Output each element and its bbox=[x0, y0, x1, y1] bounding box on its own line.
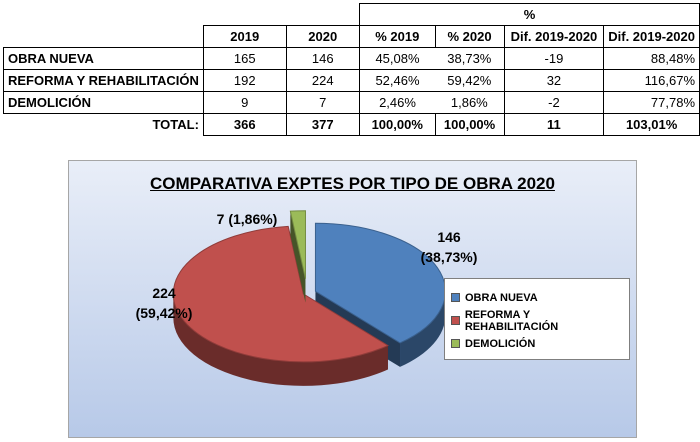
total-cell: 103,01% bbox=[603, 113, 700, 136]
data-label-percent: (1,86%) bbox=[228, 211, 278, 227]
slice-demolicion bbox=[289, 210, 306, 303]
table-total-row: TOTAL: 366 377 100,00% 100,00% 11 103,01… bbox=[4, 113, 700, 136]
cell: 1,86% bbox=[435, 91, 505, 114]
legend-swatch bbox=[451, 293, 460, 302]
cell: 192 bbox=[202, 69, 287, 92]
data-label-obra-nueva: 146 (38,73%) bbox=[399, 227, 499, 267]
total-cell: 366 bbox=[202, 113, 287, 136]
table-row: DEMOLICIÓN 9 7 2,46% 1,86% -2 77,78% bbox=[3, 91, 700, 114]
slice-obra-nueva-top bbox=[314, 222, 446, 344]
header-pct-2020: % 2020 bbox=[434, 25, 505, 48]
data-label-demolicion: 7 (1,86%) bbox=[197, 209, 297, 229]
data-label-percent: (38,73%) bbox=[420, 249, 478, 265]
cell: 116,67% bbox=[603, 69, 700, 92]
cell: 38,73% bbox=[435, 47, 505, 70]
header-2019: 2019 bbox=[202, 25, 287, 48]
cell: -19 bbox=[503, 47, 604, 70]
cell: -2 bbox=[503, 91, 604, 114]
legend-label: OBRA NUEVA bbox=[465, 291, 538, 304]
data-label-value: 7 bbox=[216, 211, 225, 227]
cell: 165 bbox=[202, 47, 287, 70]
total-cell: 377 bbox=[285, 113, 361, 136]
cell: 2,46% bbox=[359, 91, 435, 114]
data-label-percent: (59,42%) bbox=[135, 305, 193, 321]
cell: 32 bbox=[503, 69, 604, 92]
total-cell: 11 bbox=[503, 113, 605, 136]
legend-swatch bbox=[451, 316, 460, 325]
cell: 146 bbox=[285, 47, 361, 70]
pie-chart bbox=[172, 210, 446, 386]
cell: 77,78% bbox=[603, 91, 700, 114]
table-group-header-row: % bbox=[4, 3, 700, 26]
cell: 224 bbox=[285, 69, 361, 92]
cell: 52,46% bbox=[359, 69, 435, 92]
data-label-value: 146 bbox=[437, 229, 461, 245]
header-dif-abs: Dif. 2019-2020 bbox=[503, 25, 605, 48]
total-cell: 100,00% bbox=[434, 113, 505, 136]
stats-table: % 2019 2020 % 2019 % 2020 Dif. 2019-2020… bbox=[3, 3, 700, 136]
table-row: OBRA NUEVA 165 146 45,08% 38,73% -19 88,… bbox=[3, 47, 700, 70]
total-cell: 100,00% bbox=[359, 113, 436, 136]
header-dif-pct: Dif. 2019-2020 bbox=[603, 25, 700, 48]
row-label: REFORMA Y REHABILITACIÓN bbox=[3, 69, 204, 92]
legend-label: DEMOLICIÓN bbox=[465, 337, 536, 350]
cell: 9 bbox=[202, 91, 287, 114]
cell: 7 bbox=[285, 91, 361, 114]
percent-group-header: % bbox=[359, 3, 700, 26]
slice-reforma bbox=[172, 225, 389, 386]
row-label: OBRA NUEVA bbox=[3, 47, 204, 70]
legend-item-obra-nueva: OBRA NUEVA bbox=[451, 286, 623, 309]
slice-reforma-side bbox=[173, 293, 388, 386]
legend-label: REFORMA Y REHABILITACIÓN bbox=[464, 308, 559, 333]
header-2020: 2020 bbox=[285, 25, 361, 48]
slice-demolicion-top bbox=[289, 210, 306, 279]
chart-title: COMPARATIVA EXPTES POR TIPO DE OBRA 2020 bbox=[150, 174, 555, 193]
legend-item-reforma: REFORMA Y REHABILITACIÓN bbox=[451, 308, 623, 333]
slice-obra-nueva-side bbox=[400, 291, 446, 367]
cell: 45,08% bbox=[359, 47, 435, 70]
slice-reforma-top bbox=[172, 225, 389, 363]
chart-legend: OBRA NUEVA REFORMA Y REHABILITACIÓN DEMO… bbox=[444, 278, 630, 360]
row-label: DEMOLICIÓN bbox=[3, 91, 204, 114]
total-label: TOTAL: bbox=[152, 117, 199, 133]
pie-chart-panel: COMPARATIVA EXPTES POR TIPO DE OBRA 2020… bbox=[68, 160, 637, 438]
header-pct-2019: % 2019 bbox=[359, 25, 436, 48]
cell: 88,48% bbox=[603, 47, 700, 70]
cell: 59,42% bbox=[435, 69, 505, 92]
table-header-row: 2019 2020 % 2019 % 2020 Dif. 2019-2020 D… bbox=[3, 25, 700, 48]
legend-swatch bbox=[451, 339, 460, 348]
slice-demolicion-face-0 bbox=[290, 211, 306, 303]
data-label-reforma: 224 (59,42%) bbox=[114, 283, 214, 323]
legend-item-demolicion: DEMOLICIÓN bbox=[451, 332, 623, 355]
data-label-value: 224 bbox=[152, 285, 176, 301]
table-row: REFORMA Y REHABILITACIÓN 192 224 52,46% … bbox=[3, 69, 700, 92]
